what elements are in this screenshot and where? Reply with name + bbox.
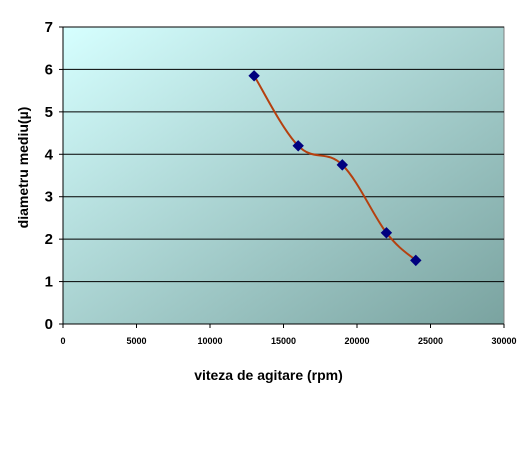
y-tick-label: 6 <box>45 61 53 78</box>
data-point-marker <box>336 159 349 171</box>
x-tick-label: 20000 <box>344 336 369 346</box>
data-series <box>248 70 422 267</box>
x-tick-label: 10000 <box>197 336 222 346</box>
data-point-marker <box>248 70 260 82</box>
y-tick-label: 2 <box>45 231 53 248</box>
x-tick-label: 0 <box>60 336 65 346</box>
y-tick-label: 0 <box>45 316 53 333</box>
y-axis-title: diametru mediu(µ) <box>15 107 31 229</box>
x-tick-label: 5000 <box>126 336 146 346</box>
y-tick-label: 4 <box>45 146 54 163</box>
x-tick-label: 25000 <box>418 336 443 346</box>
x-tick-label: 30000 <box>491 336 516 346</box>
y-tick-label: 3 <box>45 189 53 206</box>
x-tick-label: 15000 <box>271 336 296 346</box>
y-axis-ticks: 0 1 2 3 4 5 6 7 <box>45 19 63 333</box>
data-point-marker <box>380 227 393 239</box>
data-point-marker <box>410 254 422 267</box>
y-tick-label: 1 <box>45 274 53 291</box>
plot-area <box>62 26 505 325</box>
x-axis-ticks: 0 5000 10000 15000 20000 25000 30000 <box>60 324 517 346</box>
y-tick-label: 5 <box>45 104 53 121</box>
y-tick-label: 7 <box>45 19 53 36</box>
x-axis-title: viteza de agitare (rpm) <box>194 367 343 383</box>
data-point-marker <box>292 140 304 152</box>
